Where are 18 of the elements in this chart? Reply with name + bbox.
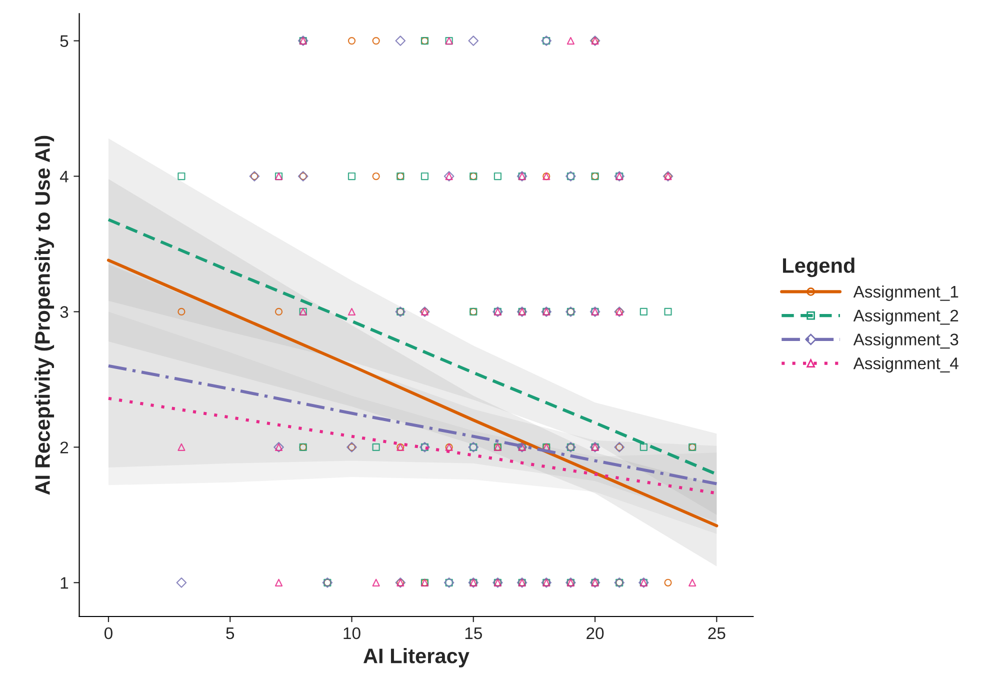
y-tick-label: 3 bbox=[60, 306, 68, 318]
x-tick-label: 25 bbox=[708, 627, 726, 640]
y-axis-title: AI Receptivity (Propensity to Use AI) bbox=[34, 136, 54, 495]
x-tick-label: 5 bbox=[226, 628, 234, 640]
y-tick-label: 5 bbox=[60, 35, 68, 47]
legend-title: Legend bbox=[783, 258, 854, 278]
x-tick-label: 10 bbox=[344, 627, 360, 640]
y-tick-label: 4 bbox=[60, 170, 68, 182]
y-tick-label: 1 bbox=[60, 577, 68, 589]
x-tick-label: 20 bbox=[586, 627, 604, 640]
legend-label: Assignment_2 bbox=[853, 309, 958, 325]
legend-label: Assignment_4 bbox=[853, 357, 958, 373]
x-tick-label: 15 bbox=[465, 628, 482, 640]
legend-label: Assignment_3 bbox=[853, 333, 958, 349]
y-tick-label: 2 bbox=[60, 442, 68, 454]
x-tick-label: 0 bbox=[104, 627, 112, 640]
legend-label: Assignment_1 bbox=[853, 285, 958, 301]
x-axis-title: AI Literacy bbox=[363, 648, 470, 668]
